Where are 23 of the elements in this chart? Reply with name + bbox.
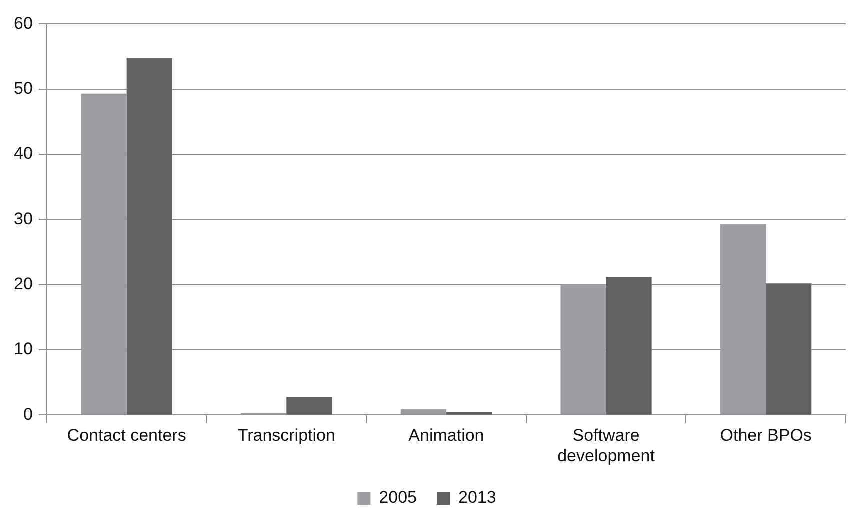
y-tick-label: 30 <box>14 209 33 228</box>
bar <box>126 58 172 415</box>
x-tick-label: Animation <box>408 426 484 446</box>
legend-label: 2005 <box>379 488 418 508</box>
y-tick-label: 0 <box>23 404 33 424</box>
bar <box>81 94 127 415</box>
y-tick-label: 10 <box>14 340 33 359</box>
bar <box>766 284 812 415</box>
x-tick-label: Software development <box>558 426 656 466</box>
x-tick-label: Contact centers <box>67 426 186 446</box>
y-tick-label: 40 <box>14 144 33 164</box>
y-tick-label: 60 <box>14 14 33 33</box>
bar <box>286 396 332 415</box>
legend-label: 2013 <box>458 488 496 508</box>
bar <box>400 409 446 415</box>
bar <box>446 412 492 415</box>
y-tick-label: 20 <box>14 274 33 294</box>
x-tick-label: Other BPOs <box>720 426 812 446</box>
bar <box>720 224 766 415</box>
y-tick-label: 50 <box>14 79 33 98</box>
bar <box>560 284 606 415</box>
bar <box>606 277 652 415</box>
x-tick-label: Transcription <box>238 426 336 446</box>
